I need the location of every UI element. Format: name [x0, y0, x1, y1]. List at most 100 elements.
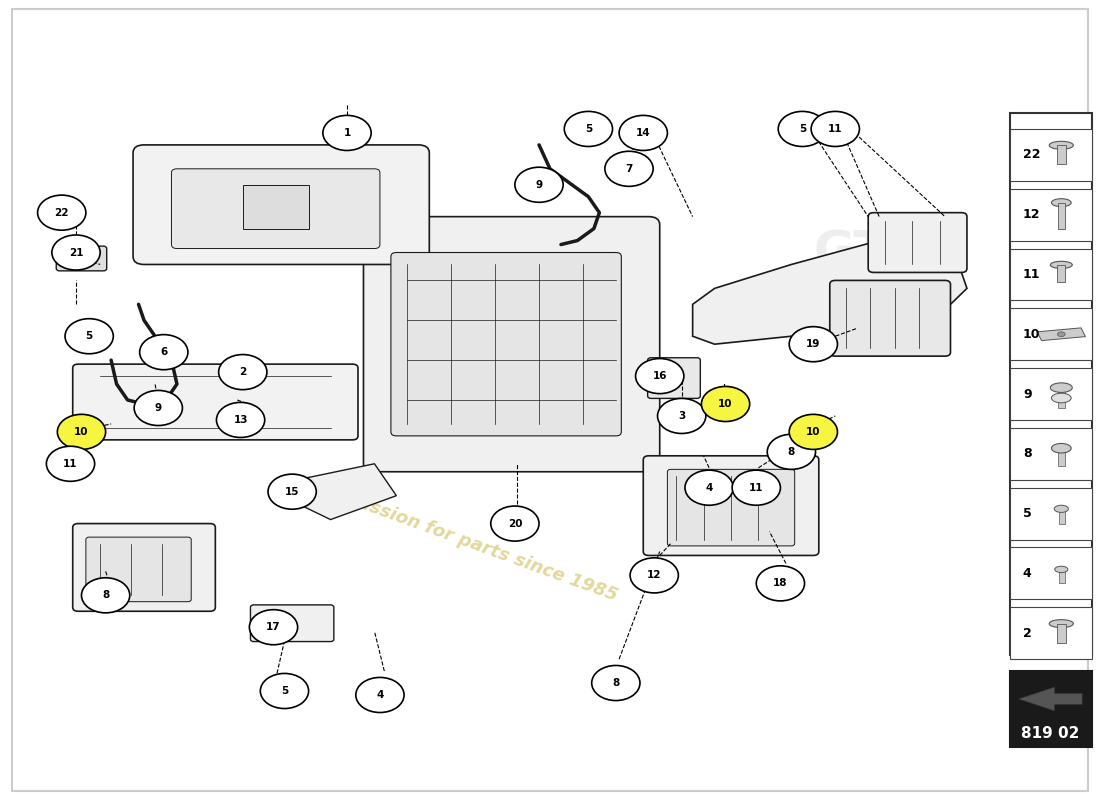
Bar: [1010, 189, 1092, 241]
Text: 20: 20: [507, 518, 522, 529]
Text: 8: 8: [788, 447, 795, 457]
Text: 7: 7: [625, 164, 632, 174]
Text: 9: 9: [1023, 387, 1032, 401]
Ellipse shape: [1049, 620, 1074, 628]
FancyBboxPatch shape: [829, 281, 950, 356]
Circle shape: [140, 334, 188, 370]
Bar: [1010, 129, 1092, 181]
Circle shape: [355, 678, 404, 713]
Text: 5: 5: [280, 686, 288, 696]
Text: 11: 11: [1023, 268, 1041, 281]
Polygon shape: [1037, 328, 1086, 341]
Bar: [1010, 308, 1092, 360]
Bar: [1010, 249, 1092, 300]
Text: 819 02: 819 02: [1021, 726, 1079, 741]
Circle shape: [630, 558, 679, 593]
Circle shape: [778, 111, 826, 146]
Text: 2: 2: [1023, 626, 1032, 640]
Text: 15: 15: [285, 486, 299, 497]
Circle shape: [685, 470, 734, 506]
Circle shape: [219, 354, 267, 390]
Circle shape: [592, 666, 640, 701]
Circle shape: [217, 402, 265, 438]
Text: 11: 11: [749, 482, 763, 493]
Text: 8: 8: [613, 678, 619, 688]
Text: 18: 18: [773, 578, 788, 588]
FancyBboxPatch shape: [86, 537, 191, 602]
FancyBboxPatch shape: [133, 145, 429, 265]
Circle shape: [789, 414, 837, 450]
Bar: [1057, 265, 1065, 282]
Ellipse shape: [1049, 142, 1074, 150]
FancyBboxPatch shape: [251, 605, 333, 642]
Text: 3: 3: [678, 411, 685, 421]
Text: 10: 10: [806, 427, 821, 437]
Text: 5: 5: [585, 124, 592, 134]
FancyBboxPatch shape: [73, 523, 216, 611]
Ellipse shape: [1057, 332, 1065, 337]
FancyBboxPatch shape: [868, 213, 967, 273]
Circle shape: [658, 398, 706, 434]
FancyBboxPatch shape: [644, 456, 818, 555]
Text: 5: 5: [86, 331, 92, 342]
Bar: [1010, 428, 1092, 480]
Text: 11: 11: [64, 458, 78, 469]
Text: 8: 8: [1023, 447, 1032, 460]
Bar: [1058, 388, 1065, 408]
Text: 9: 9: [155, 403, 162, 413]
FancyBboxPatch shape: [1010, 113, 1092, 655]
Text: a passion for parts since 1985: a passion for parts since 1985: [327, 482, 620, 604]
FancyBboxPatch shape: [73, 364, 358, 440]
Bar: [1058, 448, 1065, 466]
Bar: [1057, 624, 1066, 642]
Bar: [1059, 570, 1065, 583]
Text: 22: 22: [55, 208, 69, 218]
Circle shape: [65, 318, 113, 354]
Text: 22: 22: [1023, 148, 1041, 162]
Bar: [1010, 607, 1092, 659]
FancyBboxPatch shape: [56, 246, 107, 271]
Text: 9: 9: [536, 180, 542, 190]
Text: 12: 12: [647, 570, 661, 580]
FancyBboxPatch shape: [668, 470, 794, 546]
FancyBboxPatch shape: [390, 253, 622, 436]
Text: 4: 4: [376, 690, 384, 700]
Circle shape: [636, 358, 684, 394]
Circle shape: [605, 151, 653, 186]
Circle shape: [789, 326, 837, 362]
Text: 14: 14: [636, 128, 650, 138]
Text: 13: 13: [233, 415, 248, 425]
Text: 10: 10: [1023, 328, 1041, 341]
Circle shape: [261, 674, 309, 709]
Ellipse shape: [1050, 383, 1072, 393]
Text: 4: 4: [705, 482, 713, 493]
Bar: [1057, 146, 1066, 165]
Text: 2: 2: [239, 367, 246, 377]
Bar: [1010, 488, 1092, 539]
Text: 17: 17: [266, 622, 280, 632]
Circle shape: [37, 195, 86, 230]
Circle shape: [564, 111, 613, 146]
Polygon shape: [693, 241, 967, 344]
Text: 12: 12: [1023, 208, 1041, 221]
Text: 10: 10: [74, 427, 89, 437]
Bar: [1058, 202, 1065, 229]
Circle shape: [52, 235, 100, 270]
Bar: [1010, 368, 1092, 420]
Text: 21: 21: [68, 247, 84, 258]
Text: 16: 16: [652, 371, 667, 381]
Circle shape: [250, 610, 298, 645]
Circle shape: [757, 566, 804, 601]
Text: 11: 11: [828, 124, 843, 134]
Text: 6: 6: [161, 347, 167, 357]
Bar: [1059, 509, 1065, 524]
Ellipse shape: [1054, 506, 1068, 513]
Circle shape: [619, 115, 668, 150]
Circle shape: [268, 474, 317, 510]
Circle shape: [81, 578, 130, 613]
Circle shape: [134, 390, 183, 426]
FancyBboxPatch shape: [243, 185, 309, 229]
Ellipse shape: [1055, 566, 1068, 573]
Circle shape: [515, 167, 563, 202]
Ellipse shape: [1052, 443, 1071, 453]
